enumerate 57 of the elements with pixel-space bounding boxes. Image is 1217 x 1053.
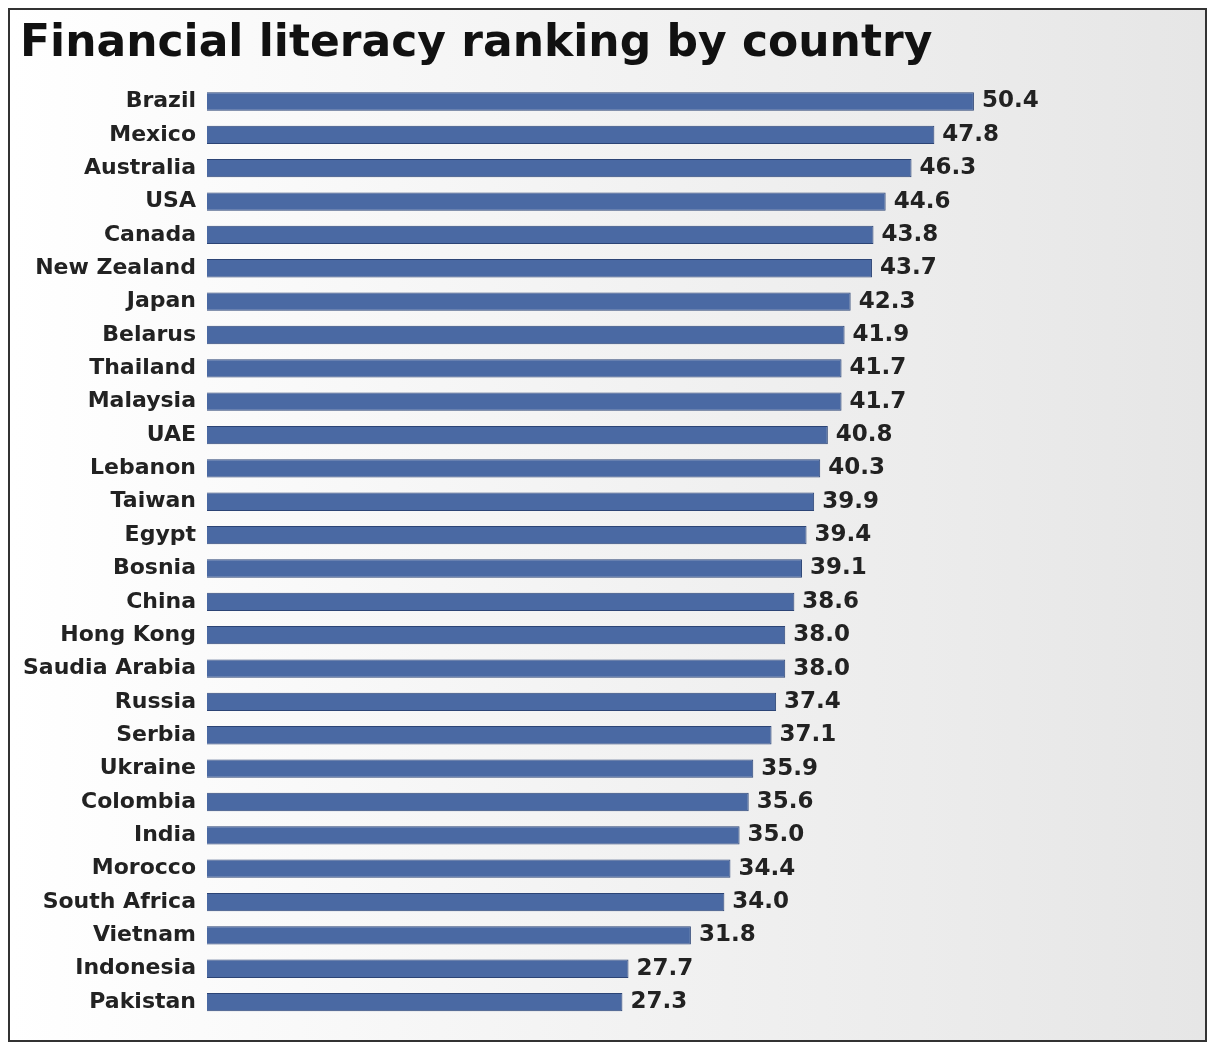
data-label: 35.0: [747, 820, 805, 847]
data-label: 43.7: [879, 253, 937, 280]
data-label: 37.1: [779, 720, 837, 747]
data-label: 39.9: [822, 486, 879, 513]
data-label: 42.3: [858, 286, 916, 313]
y-tick-label: USA: [145, 187, 196, 213]
y-tick-label: Australia: [84, 153, 196, 179]
data-label: 41.7: [849, 353, 907, 380]
data-label: 39.1: [809, 553, 867, 580]
data-label: 46.3: [919, 153, 977, 180]
y-tick-label: Lebanon: [90, 454, 196, 480]
data-label: 44.6: [893, 186, 951, 213]
y-tick-label: Colombia: [81, 787, 196, 813]
y-tick-label: Malaysia: [87, 387, 196, 413]
data-label: 47.8: [942, 119, 1000, 146]
data-label: 38.6: [802, 586, 860, 613]
y-tick-label: Japan: [124, 287, 196, 313]
y-tick-label: Taiwan: [110, 487, 196, 513]
data-label: 41.9: [852, 319, 910, 346]
data-label: 34.0: [732, 887, 790, 914]
y-tick-label: Thailand: [89, 354, 196, 380]
y-tick-label: India: [134, 821, 196, 847]
y-tick-label: Mexico: [109, 120, 196, 146]
data-label: 35.6: [756, 786, 814, 813]
y-tick-label: Pakistan: [89, 987, 196, 1013]
data-label: 50.4: [981, 86, 1039, 113]
y-tick-label: Brazil: [125, 87, 196, 113]
y-tick-label: South Africa: [42, 887, 196, 913]
data-label: 37.4: [784, 686, 841, 713]
y-tick-label: Saudia Arabia: [22, 654, 196, 680]
y-tick-label: Egypt: [124, 520, 197, 546]
y-tick-label: New Zealand: [35, 253, 196, 279]
y-tick-label: Morocco: [91, 854, 196, 880]
data-label: 40.8: [835, 420, 893, 447]
data-label: 43.8: [881, 219, 939, 246]
data-label: 41.7: [849, 386, 907, 413]
y-tick-label: Indonesia: [75, 954, 196, 980]
y-tick-label: Belarus: [102, 320, 196, 346]
chart-title: Financial literacy ranking by country: [20, 14, 933, 66]
data-label: 27.7: [636, 953, 694, 980]
y-tick-label: UAE: [146, 420, 196, 446]
data-label: 35.9: [761, 753, 819, 780]
y-tick-label: Canada: [103, 220, 196, 246]
data-label: 38.0: [793, 620, 850, 647]
y-tick-label: Russia: [114, 687, 196, 713]
data-label: 34.4: [738, 853, 796, 880]
data-label: 38.0: [793, 653, 850, 680]
y-tick-label: Vietnam: [92, 921, 196, 947]
y-tick-label: China: [126, 587, 196, 613]
data-label: 31.8: [698, 920, 756, 947]
y-tick-label: Hong Kong: [60, 620, 196, 646]
y-tick-label: Serbia: [116, 720, 196, 746]
data-label: 39.4: [814, 520, 872, 547]
y-tick-label: Bosnia: [112, 554, 196, 580]
data-label: 27.3: [630, 987, 688, 1014]
y-tick-label: Ukraine: [99, 754, 196, 780]
data-label: 40.3: [828, 453, 885, 480]
